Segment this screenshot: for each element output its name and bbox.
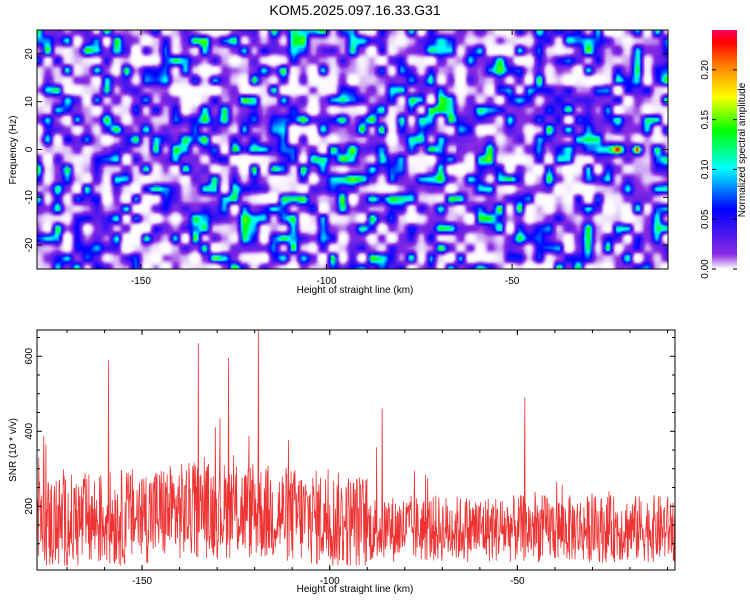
snr-panel: -150 -100 -50 200 400 600 Height of straight…: [8, 329, 676, 595]
snr-x-tick-label: -150: [132, 576, 152, 587]
spectrogram-y-tick-label: 0: [24, 146, 35, 152]
spectrogram-x-label: Height of straight line (km): [297, 285, 414, 296]
spectrogram-x-axis: -150 -100 -50: [131, 30, 520, 287]
spectrogram-x-tick-label: -150: [131, 276, 151, 287]
spectrogram-heatmap: [37, 30, 668, 269]
snr-y-tick-label: 400: [24, 422, 35, 439]
snr-series-line: [37, 330, 675, 566]
snr-x-axis: -150 -100 -50: [66, 330, 668, 587]
snr-x-label: Height of straight line (km): [297, 584, 414, 595]
colorbar-gradient: [712, 30, 737, 269]
spectrogram-y-tick-label: 20: [24, 48, 35, 60]
colorbar-tick-label: 0.15: [700, 109, 711, 129]
spectrogram-x-tick-label: -100: [317, 276, 337, 287]
spectrogram-y-tick-label: 10: [24, 96, 35, 108]
colorbar-tick-label: 0.00: [700, 259, 711, 279]
spectrogram-x-tick-label: -50: [505, 276, 520, 287]
spectrogram-y-tick-label: -10: [24, 190, 35, 205]
snr-y-tick-label: 200: [24, 497, 35, 514]
colorbar-tick-label: 0.10: [700, 159, 711, 179]
colorbar: 0.00 0.05 0.10 0.15 0.20 Normalized spectral…: [700, 30, 748, 279]
snr-x-tick-label: -100: [320, 576, 340, 587]
snr-y-tick-label: 600: [24, 347, 35, 364]
colorbar-tick-label: 0.05: [700, 209, 711, 229]
snr-y-axis: 200 400 600: [24, 337, 675, 545]
spectrogram-y-axis: -20 -10 0 10 20: [24, 48, 668, 252]
spectrogram-y-label: Frequency (Hz): [8, 116, 19, 185]
colorbar-label: Normalized spectral amplitude: [737, 82, 748, 217]
colorbar-tick-label: 0.20: [700, 60, 711, 80]
snr-x-tick-label: -50: [510, 576, 525, 587]
figure-title: KOM5.2025.097.16.33.G31: [269, 2, 440, 18]
spectrogram-y-tick-label: -20: [24, 237, 35, 252]
snr-y-label: SNR (10 * v/v): [8, 418, 19, 482]
colorbar-ticks: 0.00 0.05 0.10 0.15 0.20: [700, 60, 737, 279]
